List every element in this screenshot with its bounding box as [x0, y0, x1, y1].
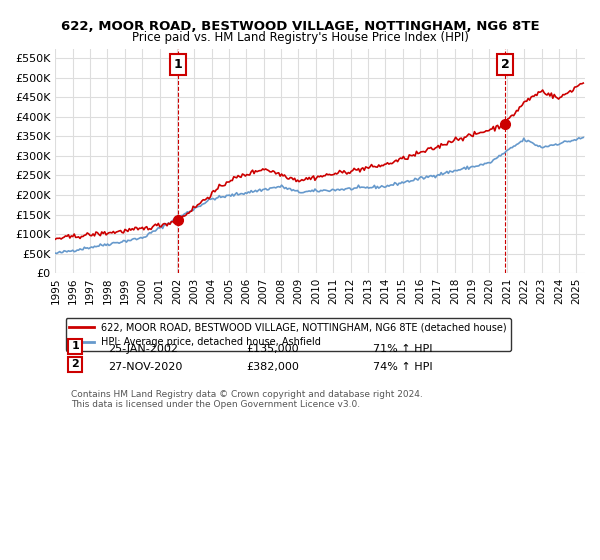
Text: Contains HM Land Registry data © Crown copyright and database right 2024.
This d: Contains HM Land Registry data © Crown c… — [71, 390, 423, 409]
Text: £135,000: £135,000 — [246, 344, 299, 354]
Text: 2: 2 — [501, 58, 509, 71]
Text: £382,000: £382,000 — [246, 362, 299, 372]
Text: 74% ↑ HPI: 74% ↑ HPI — [373, 362, 433, 372]
Text: 1: 1 — [174, 58, 182, 71]
Text: 71% ↑ HPI: 71% ↑ HPI — [373, 344, 433, 354]
Text: Price paid vs. HM Land Registry's House Price Index (HPI): Price paid vs. HM Land Registry's House … — [131, 31, 469, 44]
Text: 25-JAN-2002: 25-JAN-2002 — [109, 344, 178, 354]
Legend: 622, MOOR ROAD, BESTWOOD VILLAGE, NOTTINGHAM, NG6 8TE (detached house), HPI: Ave: 622, MOOR ROAD, BESTWOOD VILLAGE, NOTTIN… — [65, 318, 511, 351]
Text: 27-NOV-2020: 27-NOV-2020 — [109, 362, 183, 372]
Text: 622, MOOR ROAD, BESTWOOD VILLAGE, NOTTINGHAM, NG6 8TE: 622, MOOR ROAD, BESTWOOD VILLAGE, NOTTIN… — [61, 20, 539, 32]
Text: 2: 2 — [71, 360, 79, 370]
Text: 1: 1 — [71, 342, 79, 352]
